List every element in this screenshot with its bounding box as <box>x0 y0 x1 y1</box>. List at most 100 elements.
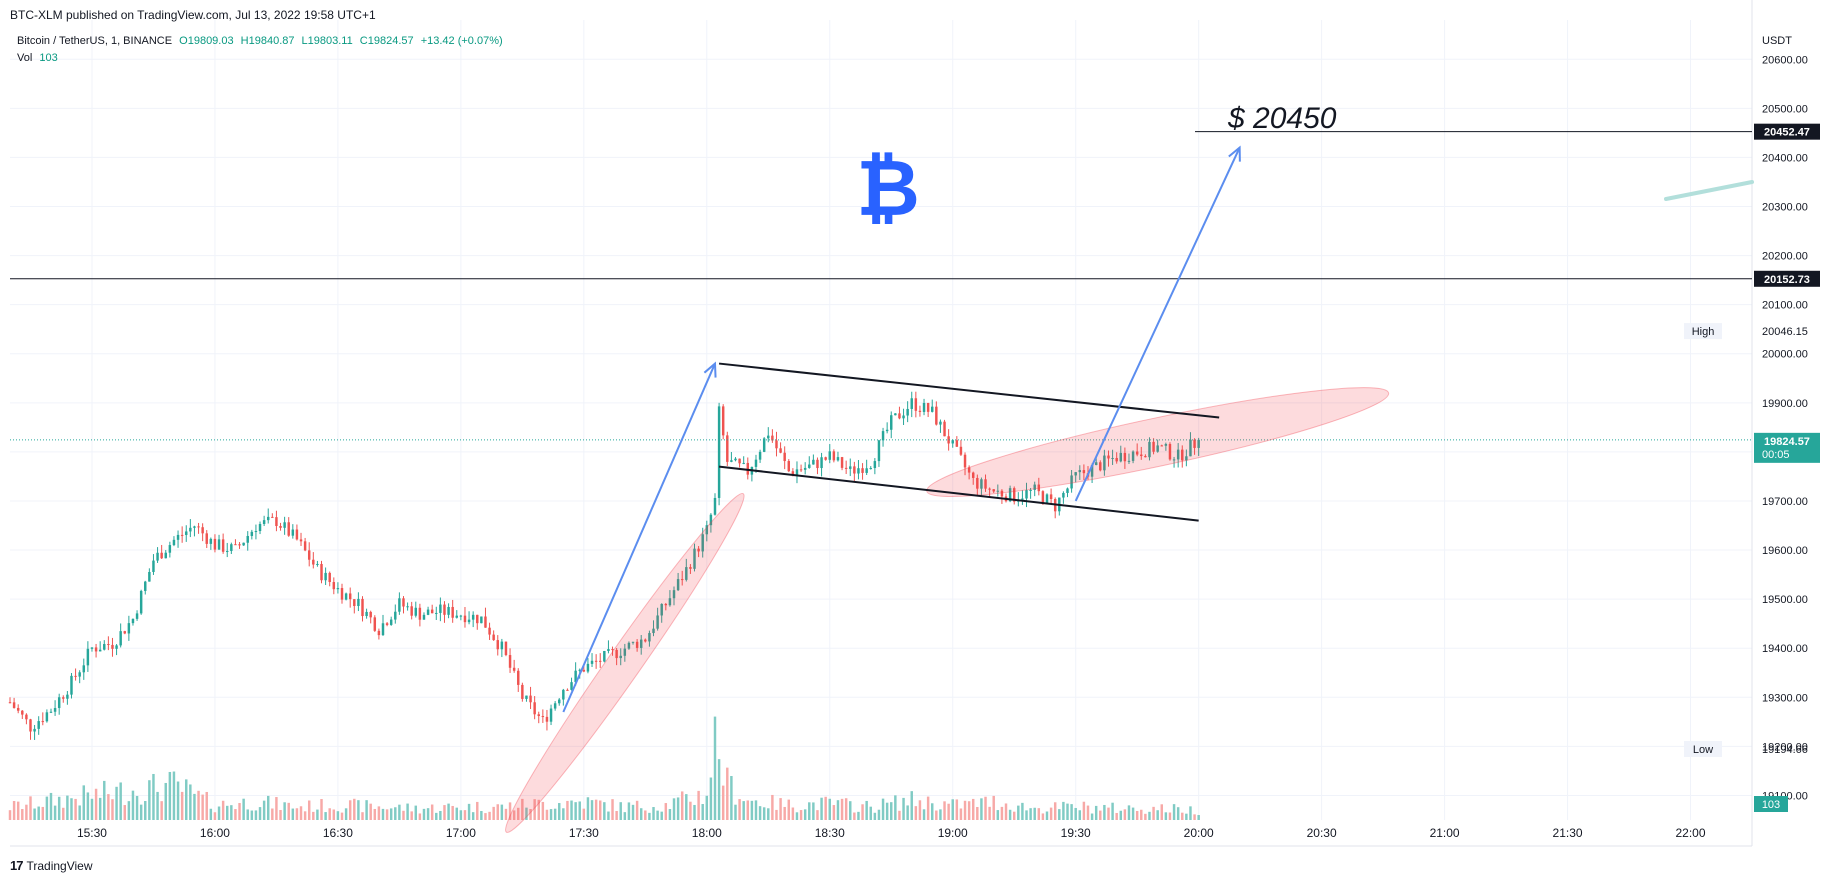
volume-bar <box>869 806 872 820</box>
candle-body <box>484 616 487 628</box>
volume-bar <box>517 807 520 820</box>
volume-bar <box>1119 810 1123 820</box>
volume-bar <box>1037 808 1041 820</box>
volume-bar <box>566 800 569 820</box>
candle-body <box>1029 489 1032 491</box>
volume-bar <box>111 799 114 820</box>
volume-bars <box>8 716 1200 820</box>
candle-body <box>1160 445 1163 447</box>
volume-bar <box>717 759 721 820</box>
candle-body <box>1123 452 1127 462</box>
tradingview-brand[interactable]: TradingView <box>26 858 93 873</box>
volume-bar <box>217 806 221 820</box>
candle-body <box>562 689 565 700</box>
volume-bar <box>500 804 504 820</box>
volume-bar <box>808 802 811 820</box>
highlight-ellipse <box>926 387 1390 498</box>
volume-bar <box>508 802 512 820</box>
candle-body <box>467 619 471 623</box>
volume-bar <box>283 802 286 820</box>
volume-bar <box>484 813 487 820</box>
teal-trendline <box>1664 180 1754 201</box>
candle-body <box>103 644 106 650</box>
volume-bar <box>541 801 545 820</box>
candle-body <box>1021 498 1024 500</box>
x-tick-label: 19:00 <box>938 826 968 840</box>
volume-label: Vol <box>17 52 33 64</box>
candle-body <box>324 572 327 581</box>
candle-body <box>820 457 823 469</box>
candle-body <box>521 684 524 699</box>
volume-bar <box>586 797 590 820</box>
candle-body <box>209 538 213 544</box>
volume-bar <box>1127 805 1131 820</box>
volume-bar <box>771 794 774 820</box>
volume-bar <box>1160 804 1163 820</box>
candle-body <box>844 467 848 469</box>
tradingview-logo-icon: 17 <box>10 858 24 873</box>
volume-bar <box>570 800 573 820</box>
low-marker-value: 19194.66 <box>1762 744 1808 756</box>
volume-bar <box>455 807 459 820</box>
volume-bar <box>1021 802 1024 820</box>
volume-bar <box>213 812 217 820</box>
candle-body <box>316 563 319 565</box>
candle-body <box>287 522 290 536</box>
y-tick-label: 19900.00 <box>1762 398 1808 410</box>
candle-body <box>639 639 643 648</box>
volume-bar <box>344 808 348 820</box>
candle-body <box>906 408 909 416</box>
volume-bar <box>381 808 385 820</box>
volume-bar <box>1197 815 1200 820</box>
candle-body <box>197 526 200 528</box>
volume-bar <box>910 791 913 820</box>
y-tick-label: 20000.00 <box>1762 349 1808 361</box>
volume-bar <box>488 811 491 820</box>
volume-bar <box>1115 812 1118 820</box>
volume-bar <box>389 808 393 820</box>
volume-bar <box>197 790 200 820</box>
candle-body <box>783 452 786 462</box>
volume-bar <box>1176 807 1180 820</box>
trend-arrow-head <box>703 361 717 378</box>
candle-body <box>992 489 995 492</box>
volume-bar <box>250 810 254 820</box>
volume-bar <box>57 796 61 820</box>
candle-body <box>201 527 204 534</box>
volume-bar <box>266 795 270 820</box>
volume-bar <box>931 803 934 820</box>
volume-bar <box>287 802 290 820</box>
candle-body <box>12 702 16 708</box>
volume-bar <box>521 798 524 820</box>
volume-bar <box>865 800 868 820</box>
y-tick-label: 20300.00 <box>1762 202 1808 214</box>
volume-bar <box>1017 805 1020 820</box>
volume-bar <box>303 811 307 820</box>
candle-body <box>623 648 627 656</box>
volume-bar <box>230 805 233 820</box>
candle-body <box>504 641 508 656</box>
volume-bar <box>926 796 930 820</box>
volume-bar <box>914 806 918 820</box>
candle-body <box>1197 439 1200 448</box>
candle-body <box>1172 459 1176 461</box>
symbol-name[interactable]: Bitcoin / TetherUS, 1, BINANCE <box>17 35 173 47</box>
volume-bar <box>152 773 155 820</box>
candle-body <box>115 645 118 649</box>
candle-body <box>717 406 721 498</box>
candle-body <box>701 534 704 552</box>
volume-bar <box>664 803 668 820</box>
volume-bar <box>1070 804 1073 820</box>
candle-body <box>254 531 258 533</box>
volume-bar <box>615 811 618 820</box>
volume-bar <box>873 812 877 820</box>
candle-body <box>70 675 73 695</box>
candle-body <box>455 615 459 618</box>
volume-bar <box>242 798 245 820</box>
highlight-ellipse <box>505 492 745 833</box>
candle-body <box>631 641 635 643</box>
candle-body <box>164 552 167 559</box>
volume-bar <box>976 807 979 820</box>
candle-body <box>742 462 745 464</box>
